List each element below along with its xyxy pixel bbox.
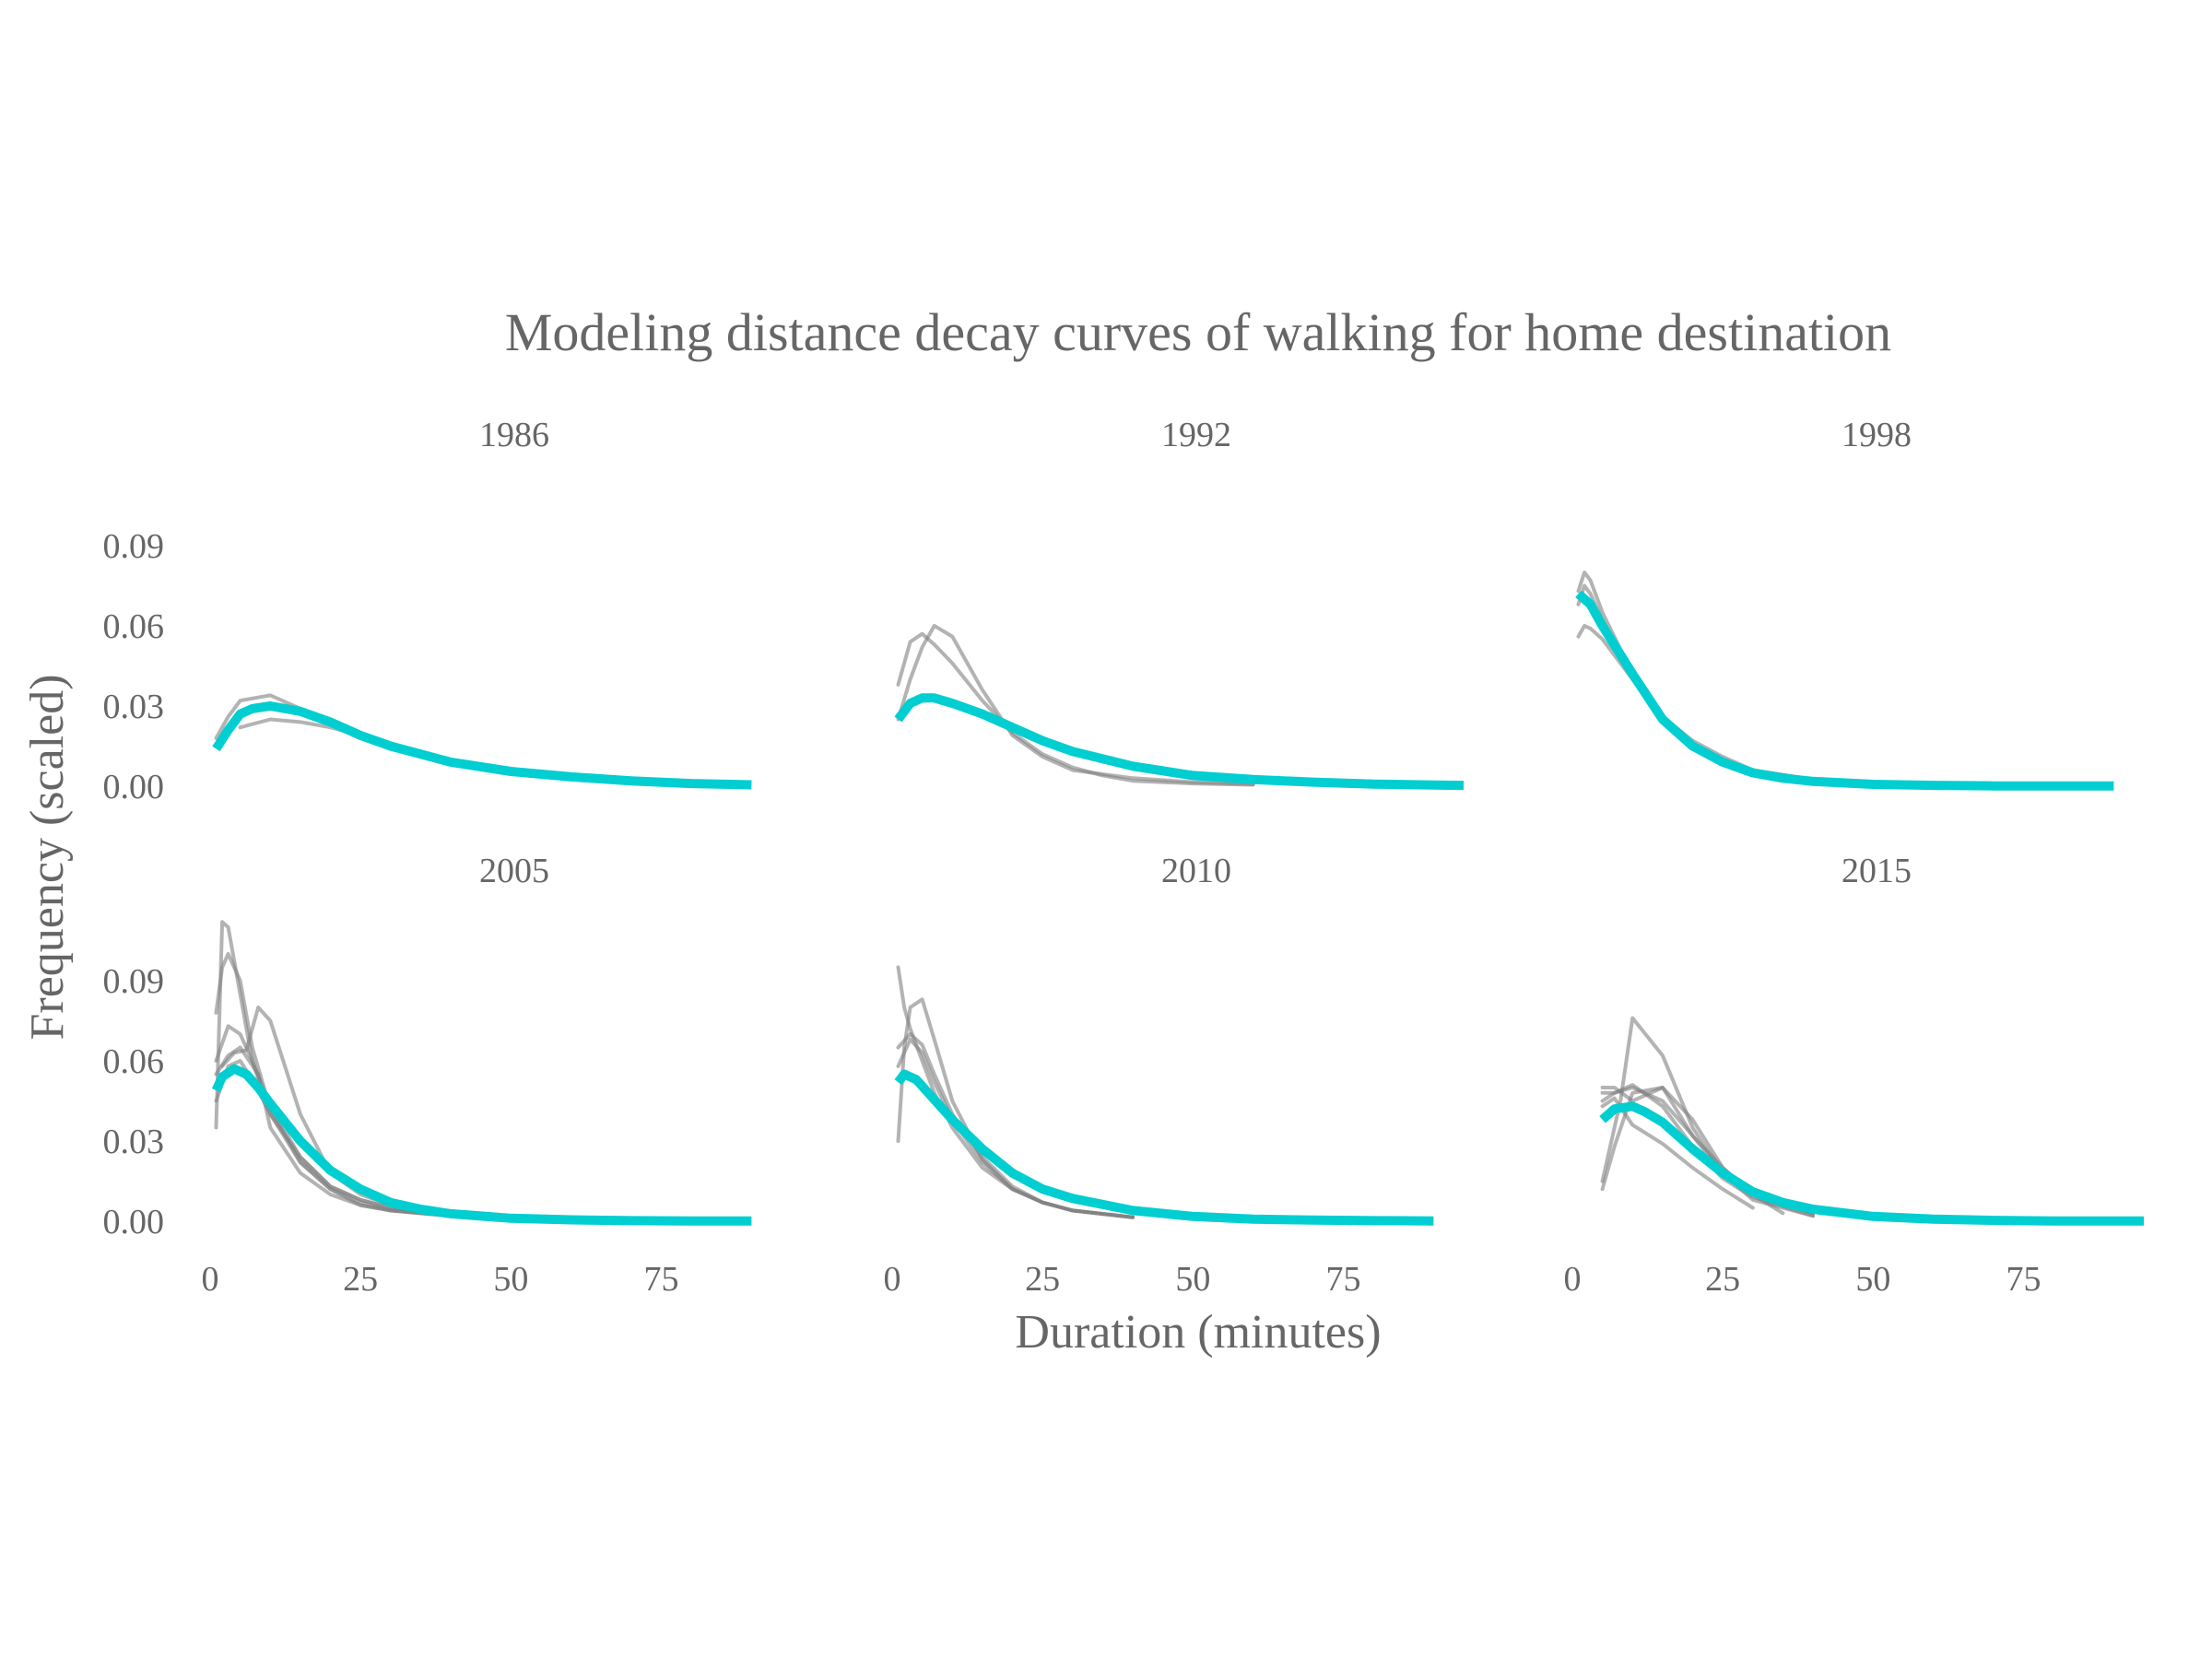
observed-curve [220, 1006, 453, 1218]
panel-label: 2005 [479, 852, 549, 890]
x-tick-label: 75 [1325, 1260, 1360, 1299]
model-curve [894, 693, 1465, 791]
model-curve [1575, 590, 2114, 791]
panel-2010: 2010 0 25 50 75 [884, 852, 1434, 1299]
x-axis-title: Duration (minutes) [1015, 1306, 1381, 1359]
y-tick-label: 0.06 [103, 1042, 165, 1081]
model-curve [212, 701, 752, 790]
panel-label: 1986 [479, 416, 549, 454]
y-tick-label: 0.03 [103, 1123, 165, 1161]
x-tick-label: 50 [493, 1260, 528, 1299]
x-tick-label: 25 [343, 1260, 378, 1299]
panel-1992: 1992 [894, 416, 1465, 791]
y-tick-label: 0.00 [103, 768, 165, 806]
x-tick-label: 25 [1025, 1260, 1060, 1299]
observed-curve [896, 997, 1135, 1219]
y-tick-label: 0.00 [103, 1203, 165, 1241]
observed-curve [896, 631, 1255, 787]
chart-title: Modeling distance decay curves of walkin… [505, 302, 1891, 362]
y-tick-label: 0.09 [103, 527, 165, 566]
model-curve [211, 1064, 752, 1226]
panel-label: 2015 [1841, 852, 1912, 890]
observed-curve [1600, 1096, 1755, 1210]
panel-2005: 2005 0.00 0.03 0.06 0.09 0 25 50 75 [103, 852, 752, 1299]
y-axis-title: Frequency (scaled) [21, 674, 74, 1040]
panel-1998: 1998 [1575, 416, 2114, 791]
panel-label: 1992 [1161, 416, 1231, 454]
panel-label: 2010 [1161, 852, 1231, 890]
x-tick-label: 0 [1564, 1260, 1582, 1299]
x-tick-label: 0 [884, 1260, 901, 1299]
panels-group: 1986 0.00 0.03 0.06 0.09 1992 1998 2005 0.00 0.03… [103, 416, 2144, 1299]
model-curve [894, 1069, 1434, 1226]
y-tick-label: 0.03 [103, 688, 165, 726]
x-tick-label: 50 [1855, 1260, 1890, 1299]
observed-curve [896, 1037, 1135, 1219]
model-curve [1599, 1101, 2144, 1226]
x-tick-label: 50 [1175, 1260, 1210, 1299]
y-tick-label: 0.06 [103, 607, 165, 646]
panel-label: 1998 [1841, 416, 1912, 454]
observed-curve [1600, 1016, 1816, 1218]
panel-1986: 1986 0.00 0.03 0.06 0.09 [103, 416, 752, 806]
panel-2015: 2015 0 25 50 75 [1564, 852, 2144, 1299]
observed-curve [214, 1045, 453, 1218]
observed-curve [214, 701, 573, 781]
x-tick-label: 25 [1705, 1260, 1740, 1299]
observed-curve [214, 1059, 453, 1218]
x-tick-label: 75 [643, 1260, 678, 1299]
y-tick-label: 0.09 [103, 962, 165, 1001]
x-tick-label: 0 [202, 1260, 219, 1299]
observed-curve [896, 624, 1255, 786]
x-tick-label: 75 [2006, 1260, 2041, 1299]
